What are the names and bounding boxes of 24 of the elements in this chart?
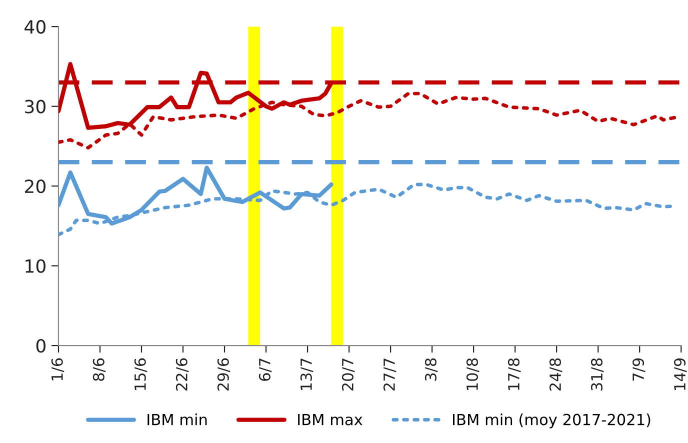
x-tick-label: 10/8: [466, 358, 480, 390]
x-tick-label: 22/6: [176, 358, 189, 391]
legend-label: IBM min: [148, 414, 207, 426]
x-tick-label: 20/7: [342, 358, 355, 391]
legend-label: IBM max: [298, 414, 362, 426]
x-tick-label: 15/6: [134, 358, 148, 390]
x-tick-label: 1/6: [51, 358, 64, 380]
y-tick-label: 10: [26, 259, 46, 273]
y-tick-label: 0: [36, 339, 46, 353]
y-tick-label: 40: [24, 20, 46, 34]
x-tick-label: 31/8: [590, 358, 604, 390]
legend-label: IBM min (moy 2017-2021): [453, 414, 650, 428]
x-tick-label: 27/7: [383, 358, 396, 391]
x-tick-label: 6/7: [258, 358, 272, 381]
x-tick-label: 3/8: [424, 358, 438, 381]
x-tick-label: 14/9: [674, 358, 687, 390]
x-tick-label: 13/7: [300, 358, 314, 390]
x-tick-label: 7/9: [632, 358, 646, 381]
y-tick-label: 30: [25, 100, 46, 114]
x-tick-label: 29/6: [217, 358, 230, 391]
x-tick-label: 17/8: [508, 358, 521, 390]
x-tick-label: 24/8: [549, 358, 562, 391]
x-tick-label: 8/6: [92, 358, 106, 381]
y-tick-label: 20: [25, 180, 46, 194]
